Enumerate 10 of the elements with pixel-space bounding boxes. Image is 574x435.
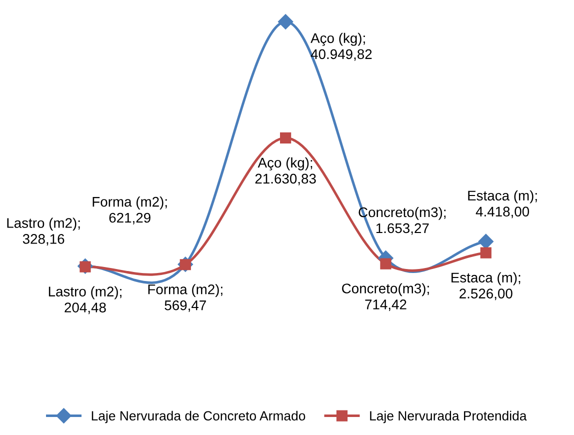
data-label: Lastro (m2); 204,48 <box>48 286 122 314</box>
data-label: Lastro (m2); 328,16 <box>7 218 80 246</box>
data-label: Forma (m2); 621,29 <box>92 196 167 224</box>
data-label: Forma (m2); 569,47 <box>148 284 222 312</box>
data-label: Estaca (m); 2.526,00 <box>452 272 520 300</box>
data-label: Estaca (m); 4.418,00 <box>468 190 537 218</box>
data-label: Aço (kg); 21.630,83 <box>255 157 316 186</box>
data-label: Concreto(m3); 714,42 <box>342 283 429 312</box>
legend-label: Laje Nervurada Protendida <box>370 410 527 424</box>
legend-label: Laje Nervurada de Concreto Armado <box>92 410 306 424</box>
